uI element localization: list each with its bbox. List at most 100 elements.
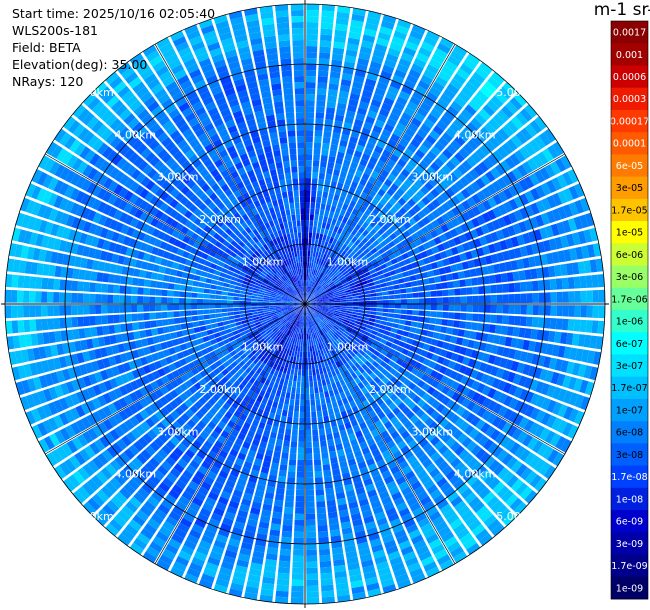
ppi-gate-cell bbox=[583, 229, 593, 243]
ppi-gate-cell bbox=[315, 308, 322, 313]
ppi-gate-cell bbox=[367, 321, 375, 326]
ppi-gate-cell bbox=[311, 363, 315, 370]
ppi-gate-cell bbox=[312, 290, 317, 295]
ppi-gate-cell bbox=[314, 310, 320, 315]
ppi-gate-cell bbox=[193, 327, 201, 333]
ppi-gate-cell bbox=[346, 192, 354, 200]
ppi-gate-cell bbox=[508, 315, 515, 325]
ppi-gate-cell bbox=[450, 352, 459, 362]
ppi-gate-cell bbox=[478, 286, 485, 295]
ppi-gate-cell bbox=[439, 365, 448, 375]
ppi-gate-cell bbox=[316, 501, 326, 508]
ppi-gate-cell bbox=[431, 246, 440, 254]
ppi-gate-cell bbox=[417, 210, 426, 219]
ppi-gate-cell bbox=[354, 256, 361, 263]
ppi-gate-cell bbox=[505, 101, 519, 115]
ppi-gate-cell bbox=[405, 41, 419, 52]
ppi-gate-cell bbox=[344, 246, 350, 253]
ppi-gate-cell bbox=[307, 280, 310, 287]
ppi-gate-cell bbox=[342, 203, 349, 211]
ppi-gate-cell bbox=[77, 305, 84, 315]
ppi-gate-cell bbox=[206, 272, 214, 279]
ppi-gate-cell bbox=[173, 304, 180, 311]
ppi-gate-cell bbox=[330, 205, 337, 213]
ppi-gate-cell bbox=[468, 168, 480, 180]
ppi-gate-cell bbox=[193, 275, 201, 281]
ppi-gate-cell bbox=[270, 462, 279, 470]
ppi-gate-cell bbox=[330, 328, 337, 334]
ppi-gate-cell bbox=[305, 232, 309, 239]
ppi-gate-cell bbox=[519, 246, 528, 257]
ppi-gate-cell bbox=[334, 279, 341, 285]
ppi-gate-cell bbox=[357, 197, 365, 205]
ppi-gate-cell bbox=[346, 326, 353, 331]
ppi-gate-cell bbox=[387, 47, 401, 58]
ppi-gate-cell bbox=[374, 43, 388, 53]
ppi-gate-cell bbox=[318, 278, 323, 285]
ppi-gate-cell bbox=[372, 240, 380, 247]
ppi-gate-cell bbox=[395, 122, 407, 133]
ppi-gate-cell bbox=[390, 168, 400, 178]
ppi-gate-cell bbox=[310, 244, 315, 251]
ppi-gate-cell bbox=[425, 263, 433, 271]
ppi-gate-cell bbox=[263, 299, 270, 302]
ppi-gate-cell bbox=[308, 268, 311, 275]
ppi-gate-cell bbox=[173, 317, 181, 324]
ppi-gate-cell bbox=[309, 287, 313, 293]
ppi-gate-cell bbox=[532, 154, 544, 168]
ppi-gate-cell bbox=[125, 295, 132, 304]
ppi-gate-cell bbox=[449, 122, 461, 134]
ppi-gate-cell bbox=[425, 192, 436, 202]
ppi-gate-cell bbox=[393, 101, 405, 112]
ppi-gate-cell bbox=[370, 293, 377, 297]
ppi-gate-cell bbox=[228, 284, 236, 289]
ppi-gate-cell bbox=[484, 295, 491, 304]
ppi-gate-cell bbox=[337, 214, 344, 222]
ppi-gate-cell bbox=[537, 280, 545, 291]
ppi-gate-cell bbox=[347, 344, 354, 351]
ppi-gate-cell bbox=[439, 233, 448, 243]
ppi-gate-cell bbox=[305, 489, 315, 496]
ppi-gate-cell bbox=[308, 294, 313, 300]
ppi-gate-cell bbox=[306, 579, 319, 586]
ppi-gate-cell bbox=[412, 310, 419, 316]
ppi-gate-cell bbox=[305, 154, 313, 161]
ppi-gate-cell bbox=[522, 257, 530, 269]
ppi-gate-cell bbox=[598, 305, 605, 319]
ppi-gate-cell bbox=[592, 351, 602, 365]
ppi-gate-cell bbox=[567, 277, 575, 289]
ppi-gate-cell bbox=[411, 261, 419, 269]
ppi-gate-cell bbox=[368, 346, 376, 354]
ppi-gate-cell bbox=[420, 123, 432, 134]
ppi-gate-cell bbox=[399, 383, 408, 392]
ppi-gate-cell bbox=[333, 169, 341, 177]
ppi-gate-cell bbox=[378, 247, 386, 255]
ppi-gate-cell bbox=[320, 259, 325, 266]
ppi-gate-cell bbox=[456, 394, 466, 405]
ppi-gate-cell bbox=[233, 314, 241, 319]
ppi-gate-cell bbox=[176, 330, 184, 338]
ppi-gate-cell bbox=[530, 268, 538, 280]
ppi-gate-cell bbox=[309, 387, 314, 394]
ppi-gate-cell bbox=[314, 130, 323, 137]
ppi-gate-cell bbox=[513, 414, 524, 426]
ppi-gate-cell bbox=[291, 585, 304, 592]
ppi-gate-cell bbox=[348, 98, 359, 107]
ppi-gate-cell bbox=[310, 305, 317, 308]
ppi-gate-cell bbox=[373, 350, 381, 357]
ppi-gate-cell bbox=[305, 148, 313, 155]
ppi-gate-cell bbox=[149, 296, 156, 304]
ppi-gate-cell bbox=[295, 501, 305, 508]
ppi-gate-cell bbox=[490, 231, 499, 242]
ppi-gate-cell bbox=[334, 294, 341, 298]
ppi-gate-cell bbox=[573, 216, 583, 230]
ppi-gate-cell bbox=[322, 260, 327, 267]
ppi-gate-cell bbox=[502, 471, 514, 484]
ppi-gate-cell bbox=[358, 298, 365, 301]
ppi-gate-cell bbox=[167, 318, 175, 325]
ppi-gate-cell bbox=[387, 317, 394, 323]
ppi-gate-cell bbox=[484, 122, 496, 135]
ppi-gate-cell bbox=[402, 46, 417, 57]
ppi-gate-cell bbox=[535, 381, 545, 394]
ppi-gate-cell bbox=[394, 267, 402, 274]
